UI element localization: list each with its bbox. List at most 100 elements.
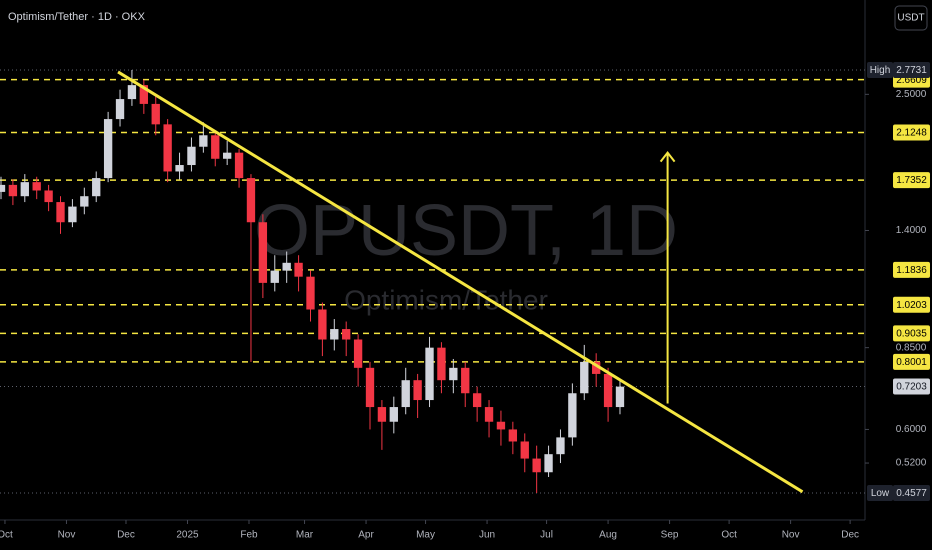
high-tag [867,61,893,78]
candle-body [413,380,422,401]
candle-body [80,196,89,207]
candle-body [294,262,303,277]
candle-body [0,184,6,192]
candle-body [496,421,506,430]
candle-body [234,152,244,179]
low-value-label: 0.4577 [896,488,927,499]
last-price-box [893,378,930,395]
candle-body [401,380,410,408]
candle-body [187,146,196,166]
candle-body [175,165,184,172]
candle-body [139,85,149,104]
candle-body [544,454,553,473]
candle-body [222,152,232,159]
candle-body [603,373,613,408]
high-value-label: 2.7731 [896,65,927,76]
level-box [893,124,930,141]
level-label: 1.0203 [896,300,927,311]
x-tick-label: Mar [296,530,314,541]
candle-body [532,458,541,473]
x-tick-label: Jul [540,530,553,541]
high-tag-label: High [870,65,891,76]
y-tick-label: 1.4000 [896,225,927,236]
candle-body [472,393,482,408]
watermark-subtitle: Optimism/Tether [344,284,548,315]
y-tick-label: 0.8500 [896,342,927,353]
level-box [893,325,930,342]
level-label: 2.1248 [896,128,927,139]
candle-body [389,407,398,422]
candle-body [8,184,18,197]
chart-title: Optimism/Tether · 1D · OKX [8,11,146,23]
level-label: 0.8001 [896,357,927,368]
candle-body [199,135,208,147]
candle-body [568,393,577,438]
candle-body [508,429,518,442]
x-tick-label: May [416,530,435,541]
candle-body [556,437,565,455]
last-price-label: 0.7203 [896,382,927,393]
currency-label[interactable]: USDT [897,13,924,24]
candle-body [580,361,589,394]
candle-body [330,329,339,340]
x-tick-label: Nov [782,530,800,541]
watermark: OPUSDT, 1D [254,191,678,271]
candle-body [437,347,446,381]
candle-body [270,270,279,283]
x-tick-label: Dec [841,530,859,541]
y-tick-label: 2.5000 [896,89,927,100]
candle-body [592,361,601,374]
high-value-box [893,61,930,78]
x-tick-label: Apr [358,530,374,541]
candle-body [211,135,220,159]
low-tag [867,485,893,502]
candle-body [56,202,65,223]
candle-body [449,367,458,381]
candle-body [282,262,291,271]
candle-body [44,190,53,203]
level-box [893,353,930,370]
level-label: 1.1836 [896,265,927,276]
candle-body [425,347,434,401]
candle-body [127,85,137,100]
candle-body [115,99,125,120]
x-tick-label: Dec [117,530,135,541]
candle-body [92,178,101,197]
candle-body [318,309,327,340]
candle-body [615,386,625,408]
candle-body [484,407,494,422]
candle-body [246,178,256,223]
candle-body [520,441,529,459]
y-tick-label: 0.6000 [896,424,927,435]
level-label: 0.9035 [896,328,927,339]
candle-body [353,339,363,368]
candle-body [306,276,315,310]
x-tick-label: Oct [0,530,13,541]
candle-body [365,367,375,408]
level-label: 2.6609 [896,75,927,86]
candle-body [163,124,172,172]
candle-body [20,182,29,197]
level-box [893,296,930,313]
level-box [893,172,930,189]
currency-button[interactable] [894,5,928,31]
x-tick-label: Feb [240,530,258,541]
y-tick-label: 0.5200 [896,458,927,469]
low-tag-label: Low [871,488,890,499]
x-tick-label: 2025 [176,530,199,541]
candle-body [461,367,470,394]
trend-line [117,70,804,494]
arrow-head [659,151,676,163]
low-value-box [893,485,930,502]
candle-body [377,407,387,422]
x-tick-label: Jun [479,530,495,541]
candle-body [258,222,268,283]
x-tick-label: Sep [661,530,679,541]
candle-body [68,206,77,223]
candle-body [103,119,113,179]
level-label: 1.7352 [896,175,927,186]
x-tick-label: Nov [58,530,76,541]
candle-body [151,103,160,125]
